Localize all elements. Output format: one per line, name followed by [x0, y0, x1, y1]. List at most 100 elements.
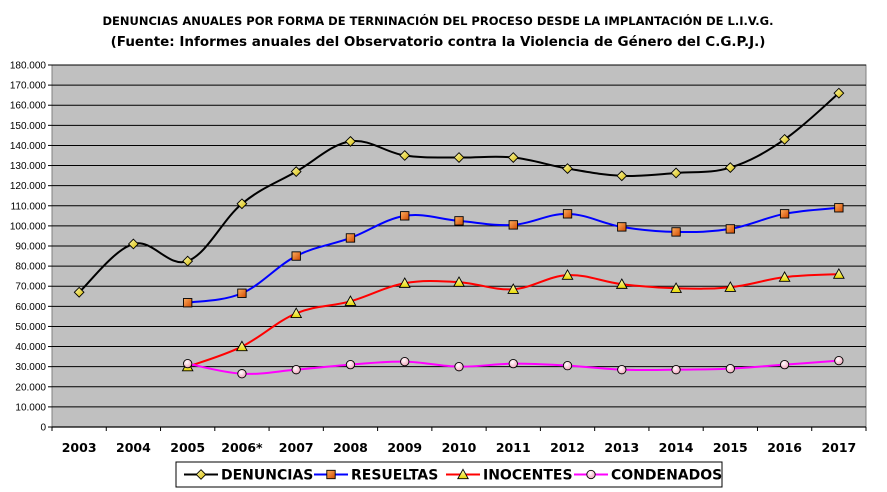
y-tick-label: 120.000 — [10, 181, 47, 192]
series-markers — [73, 87, 845, 379]
point-denuncias — [236, 198, 248, 210]
point-resueltas — [834, 203, 844, 213]
point-condenados — [779, 360, 790, 370]
point-denuncias — [507, 152, 519, 163]
y-tick-label: 160.000 — [10, 101, 47, 112]
y-tick-label: 170.000 — [10, 81, 47, 92]
point-denuncias — [399, 150, 411, 161]
point-resueltas — [562, 209, 573, 219]
y-tick-label: 40.000 — [15, 342, 46, 353]
point-denuncias — [73, 286, 85, 298]
point-denuncias — [345, 135, 356, 147]
point-condenados — [508, 358, 518, 369]
point-inocentes — [670, 282, 683, 293]
x-tick-label: 2009 — [387, 440, 422, 455]
chart-title: DENUNCIAS ANUALES POR FORMA DE TERNINACI… — [103, 13, 774, 28]
x-tick-label: 2017 — [821, 440, 856, 455]
series-line-denuncias — [78, 92, 840, 294]
y-tick-label: 80.000 — [15, 262, 46, 273]
x-tick-label: 2004 — [116, 440, 151, 455]
x-tick-label: 2005 — [170, 440, 205, 455]
legend-label-inocentes: INOCENTES — [483, 468, 573, 484]
point-denuncias — [724, 162, 736, 174]
point-resueltas — [237, 288, 247, 298]
point-resueltas — [345, 233, 356, 243]
x-tick-label: 2014 — [659, 440, 694, 455]
point-condenados — [400, 356, 410, 367]
point-condenados — [671, 365, 681, 375]
y-tick-label: 10.000 — [15, 402, 46, 413]
point-inocentes — [724, 281, 737, 292]
x-tick-label: 2008 — [333, 440, 368, 455]
x-tick-label: 2016 — [767, 440, 802, 455]
point-resueltas — [183, 298, 193, 308]
y-tick-label: 30.000 — [15, 362, 46, 373]
y-tick-label: 60.000 — [15, 302, 46, 313]
y-tick-label: 130.000 — [10, 161, 47, 172]
point-denuncias — [562, 163, 573, 175]
legend-marker-denuncias — [195, 469, 207, 480]
x-tick-label: 2011 — [496, 440, 531, 455]
point-resueltas — [671, 227, 681, 237]
point-inocentes — [832, 268, 845, 279]
x-tick-label: 2012 — [550, 440, 585, 455]
point-inocentes — [778, 271, 791, 282]
point-resueltas — [454, 216, 464, 226]
point-condenados — [834, 355, 844, 366]
point-denuncias — [670, 167, 682, 179]
y-tick-label: 0 — [40, 423, 46, 434]
point-denuncias — [779, 133, 791, 145]
point-resueltas — [617, 222, 627, 232]
chart-subtitle: (Fuente: Informes anuales del Observator… — [111, 34, 766, 50]
y-tick-label: 110.000 — [11, 201, 47, 212]
point-resueltas — [291, 251, 301, 261]
point-inocentes — [290, 307, 303, 318]
point-condenados — [725, 364, 735, 374]
x-tick-label: 2007 — [279, 440, 314, 455]
point-condenados — [562, 361, 573, 371]
point-denuncias — [182, 255, 194, 267]
point-denuncias — [290, 166, 302, 178]
y-tick-label: 90.000 — [15, 242, 46, 253]
point-inocentes — [398, 277, 411, 288]
point-denuncias — [453, 152, 465, 163]
legend-marker-resueltas — [326, 469, 336, 480]
y-tick-label: 180.000 — [10, 61, 47, 72]
y-axis-ticks: 0 10.000 20.000 30.000 40.000 50.000 60.000 70.… — [10, 61, 866, 434]
x-tick-label: 2015 — [713, 440, 748, 455]
point-condenados — [617, 365, 627, 375]
point-resueltas — [725, 224, 735, 234]
legend-label-resueltas: RESUELTAS — [351, 468, 438, 484]
point-resueltas — [779, 209, 790, 219]
x-tick-label: 2006* — [221, 440, 263, 455]
point-condenados — [291, 365, 301, 375]
point-condenados — [183, 358, 193, 369]
x-axis-ticks: 2003 2004 2005 2006* 2007 2008 2009 2010 2011 201… — [51, 427, 867, 455]
point-condenados — [237, 369, 247, 379]
point-denuncias — [616, 170, 628, 182]
legend-label-denuncias: DENUNCIAS — [221, 468, 313, 484]
y-tick-label: 100.000 — [10, 221, 47, 232]
point-denuncias — [127, 238, 139, 250]
y-tick-label: 140.000 — [10, 141, 47, 152]
x-tick-label: 2013 — [604, 440, 639, 455]
legend-label-condenados: CONDENADOS — [611, 468, 722, 484]
x-tick-label: 2010 — [442, 440, 477, 455]
y-tick-label: 70.000 — [15, 282, 46, 293]
y-tick-label: 20.000 — [15, 382, 46, 393]
x-tick-label: 2003 — [62, 440, 97, 455]
point-inocentes — [507, 283, 520, 294]
y-tick-label: 50.000 — [15, 322, 46, 333]
point-inocentes — [561, 269, 574, 280]
point-inocentes — [344, 295, 357, 306]
point-condenados — [454, 362, 464, 372]
point-resueltas — [400, 211, 410, 221]
legend-marker-inocentes — [457, 468, 469, 480]
point-denuncias — [833, 87, 845, 99]
y-tick-label: 150.000 — [10, 121, 47, 132]
point-inocentes — [615, 278, 628, 289]
point-resueltas — [508, 220, 518, 230]
legend-marker-condenados — [586, 469, 596, 480]
point-inocentes — [235, 340, 248, 352]
